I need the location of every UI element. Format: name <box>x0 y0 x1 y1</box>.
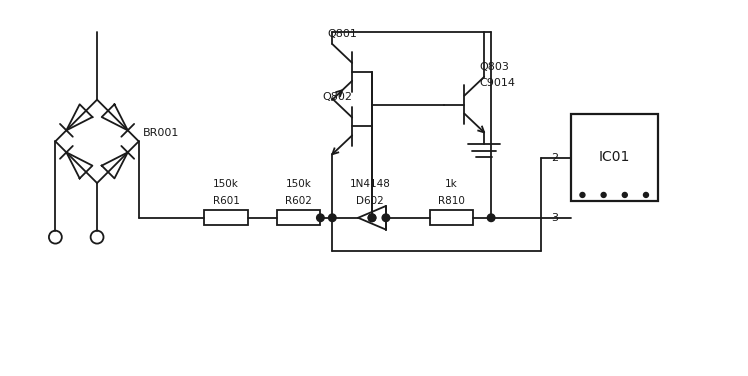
Circle shape <box>601 193 606 197</box>
Circle shape <box>368 214 375 221</box>
Text: BR001: BR001 <box>143 128 179 138</box>
Circle shape <box>488 214 495 221</box>
Text: 1N4148: 1N4148 <box>349 179 390 189</box>
Bar <box>571 114 658 201</box>
Bar <box>277 210 320 225</box>
Circle shape <box>328 214 336 221</box>
Bar <box>204 210 248 225</box>
Text: 150k: 150k <box>213 179 239 189</box>
Circle shape <box>368 214 375 221</box>
Text: D602: D602 <box>356 196 384 206</box>
Text: 1k: 1k <box>445 179 458 189</box>
Text: Q801: Q801 <box>328 29 358 39</box>
Text: R602: R602 <box>285 196 312 206</box>
Bar <box>429 210 473 225</box>
Text: 3: 3 <box>551 213 559 223</box>
Text: C9014: C9014 <box>479 78 515 88</box>
Circle shape <box>382 214 390 221</box>
Circle shape <box>622 193 628 197</box>
Text: 150k: 150k <box>286 179 311 189</box>
Text: Q802: Q802 <box>322 92 352 102</box>
Text: 2: 2 <box>551 153 559 163</box>
Text: IC01: IC01 <box>598 150 630 164</box>
Text: R810: R810 <box>438 196 465 206</box>
Circle shape <box>580 193 585 197</box>
Text: Q803: Q803 <box>479 62 509 72</box>
Circle shape <box>316 214 324 221</box>
Text: R601: R601 <box>212 196 239 206</box>
Circle shape <box>643 193 649 197</box>
